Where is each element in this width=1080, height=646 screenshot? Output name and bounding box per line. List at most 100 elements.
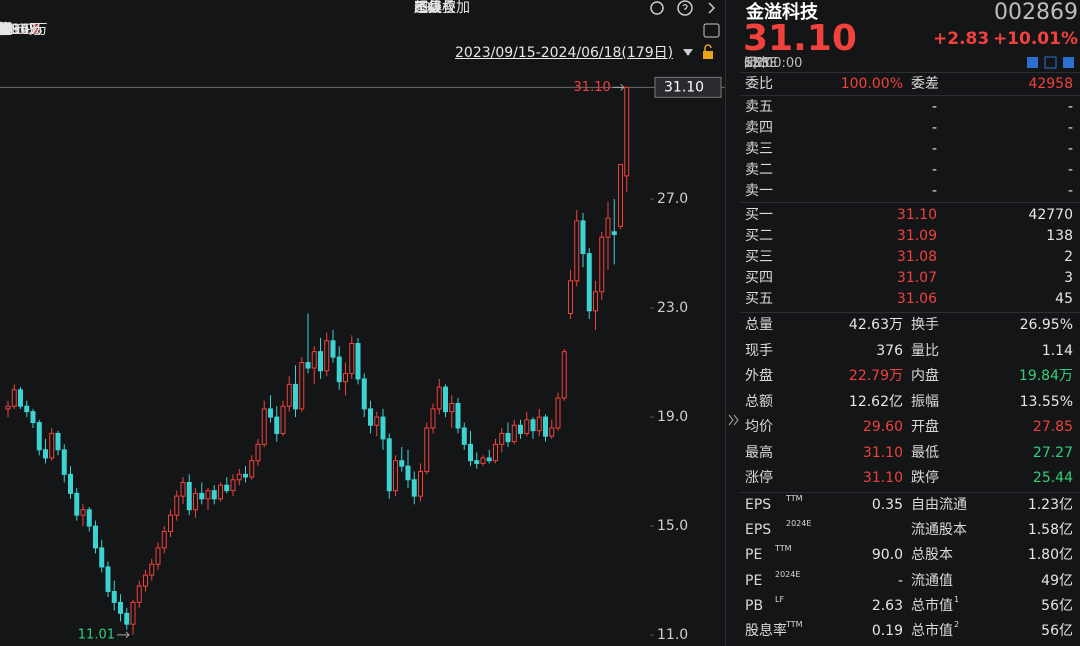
- row-label: 振幅: [911, 393, 939, 410]
- candle-body: [143, 574, 148, 587]
- book-label: 买二: [745, 228, 773, 244]
- book-volume: 2: [1064, 249, 1073, 265]
- row-value: 0.19: [871, 623, 903, 639]
- change: +2.83: [933, 29, 990, 49]
- stat-value: 7.39: [0, 22, 30, 38]
- row-value: 25.44: [1032, 470, 1073, 486]
- candle-body: [36, 422, 42, 451]
- candle-body: [249, 460, 255, 478]
- row-value: 376: [876, 342, 903, 359]
- ratio-label: 委差: [911, 76, 939, 92]
- meta-exchange: SZSE: [744, 56, 778, 71]
- candle-body: [505, 432, 511, 443]
- menu-item[interactable]: 工具: [414, 0, 442, 16]
- candle-body: [286, 383, 292, 407]
- wp-icon[interactable]: [703, 23, 720, 38]
- book-price: -: [931, 162, 937, 178]
- candle-body: [611, 231, 617, 235]
- meta-time: 15:00:00: [744, 56, 803, 71]
- book-volume: 3: [1064, 270, 1073, 286]
- book-price: 31.06: [896, 291, 937, 307]
- row-value: 1.23亿: [1027, 497, 1073, 513]
- meta-currency: CNY: [744, 56, 771, 71]
- row-value: 22.79万: [848, 368, 903, 384]
- stock-name: 金溢科技: [746, 2, 818, 23]
- row-value: 13.55%: [1019, 393, 1073, 410]
- row-value: 27.27: [1032, 444, 1073, 461]
- max-arrow: [612, 83, 625, 91]
- row-label: PE: [745, 572, 763, 589]
- stock-code: 002869: [994, 0, 1078, 25]
- meta-status: 闭市: [744, 56, 771, 71]
- candle-body: [518, 424, 523, 434]
- candle-body: [543, 416, 548, 437]
- candle-body: [461, 427, 467, 445]
- stat-label: 振: [0, 22, 12, 38]
- separator: [740, 492, 1080, 493]
- book-volume: 42770: [1028, 207, 1073, 223]
- menu-item[interactable]: 不复权: [414, 0, 456, 16]
- candle-body: [368, 408, 373, 426]
- plus-icon[interactable]: [1063, 57, 1074, 68]
- candle-body: [624, 86, 630, 177]
- minus-icon[interactable]: [1044, 56, 1057, 69]
- row-value: 56亿: [1041, 597, 1073, 614]
- row-label: 最高: [745, 444, 773, 461]
- price: 31.10: [743, 18, 857, 59]
- candle-body: [536, 416, 542, 432]
- candle-body: [205, 490, 211, 500]
- lock-icon[interactable]: [703, 51, 713, 59]
- book-volume: -: [1067, 183, 1073, 199]
- candle-body: [480, 457, 486, 464]
- candle-body: [424, 427, 430, 473]
- dropdown-icon[interactable]: [683, 49, 693, 56]
- row-value: 0.35: [871, 497, 903, 513]
- menu-item[interactable]: 超级叠加: [414, 0, 470, 16]
- candle-body: [155, 547, 161, 565]
- book-label: 买三: [745, 249, 773, 265]
- book-label: 买一: [745, 207, 773, 223]
- stat-value: 17.23: [0, 22, 39, 38]
- y-tick-label: 11.0: [657, 627, 688, 643]
- candle-body: [418, 471, 423, 497]
- row-label: 总市值: [911, 597, 953, 614]
- next-icon[interactable]: [708, 2, 716, 14]
- candle-body: [274, 416, 280, 434]
- collapse-toggle[interactable]: [727, 410, 741, 430]
- book-volume: -: [1067, 120, 1073, 136]
- menu-item[interactable]: 画线: [414, 0, 442, 16]
- candle-body: [455, 402, 461, 429]
- row-value: -: [897, 572, 903, 589]
- row-label: 均价: [745, 419, 773, 435]
- candle-body: [293, 383, 298, 410]
- stat-label: 均: [0, 22, 12, 38]
- candle-body: [61, 449, 67, 475]
- candle-body: [243, 473, 248, 478]
- menu-item[interactable]: F9: [414, 0, 431, 16]
- candle-body: [393, 460, 398, 492]
- candle-body: [374, 416, 380, 426]
- candle-body: [349, 343, 355, 374]
- separator: [740, 202, 1080, 203]
- candle-body: [299, 362, 305, 410]
- candle-body: [168, 514, 173, 533]
- row-label: 流通值: [911, 572, 953, 589]
- settings-icon[interactable]: [650, 1, 664, 15]
- row-sup: TTM: [775, 544, 792, 554]
- stat-value: 17.59: [0, 22, 39, 38]
- candle-body: [74, 492, 80, 516]
- row-label: 总额: [745, 393, 773, 410]
- candle-body: [499, 432, 505, 445]
- candle-body: [136, 585, 142, 603]
- help-icon[interactable]: [677, 0, 693, 16]
- book-label: 买四: [745, 270, 773, 286]
- stat-value: 2.94万: [0, 22, 44, 38]
- lock-shackle: [704, 44, 712, 51]
- row-label: 外盘: [745, 368, 773, 384]
- candle-body: [436, 386, 442, 410]
- candle-body: [324, 340, 330, 372]
- book-volume: -: [1067, 162, 1073, 178]
- row-label: 量比: [911, 342, 939, 359]
- edit-icon[interactable]: [1027, 57, 1038, 68]
- row-value: 1.58亿: [1027, 522, 1073, 539]
